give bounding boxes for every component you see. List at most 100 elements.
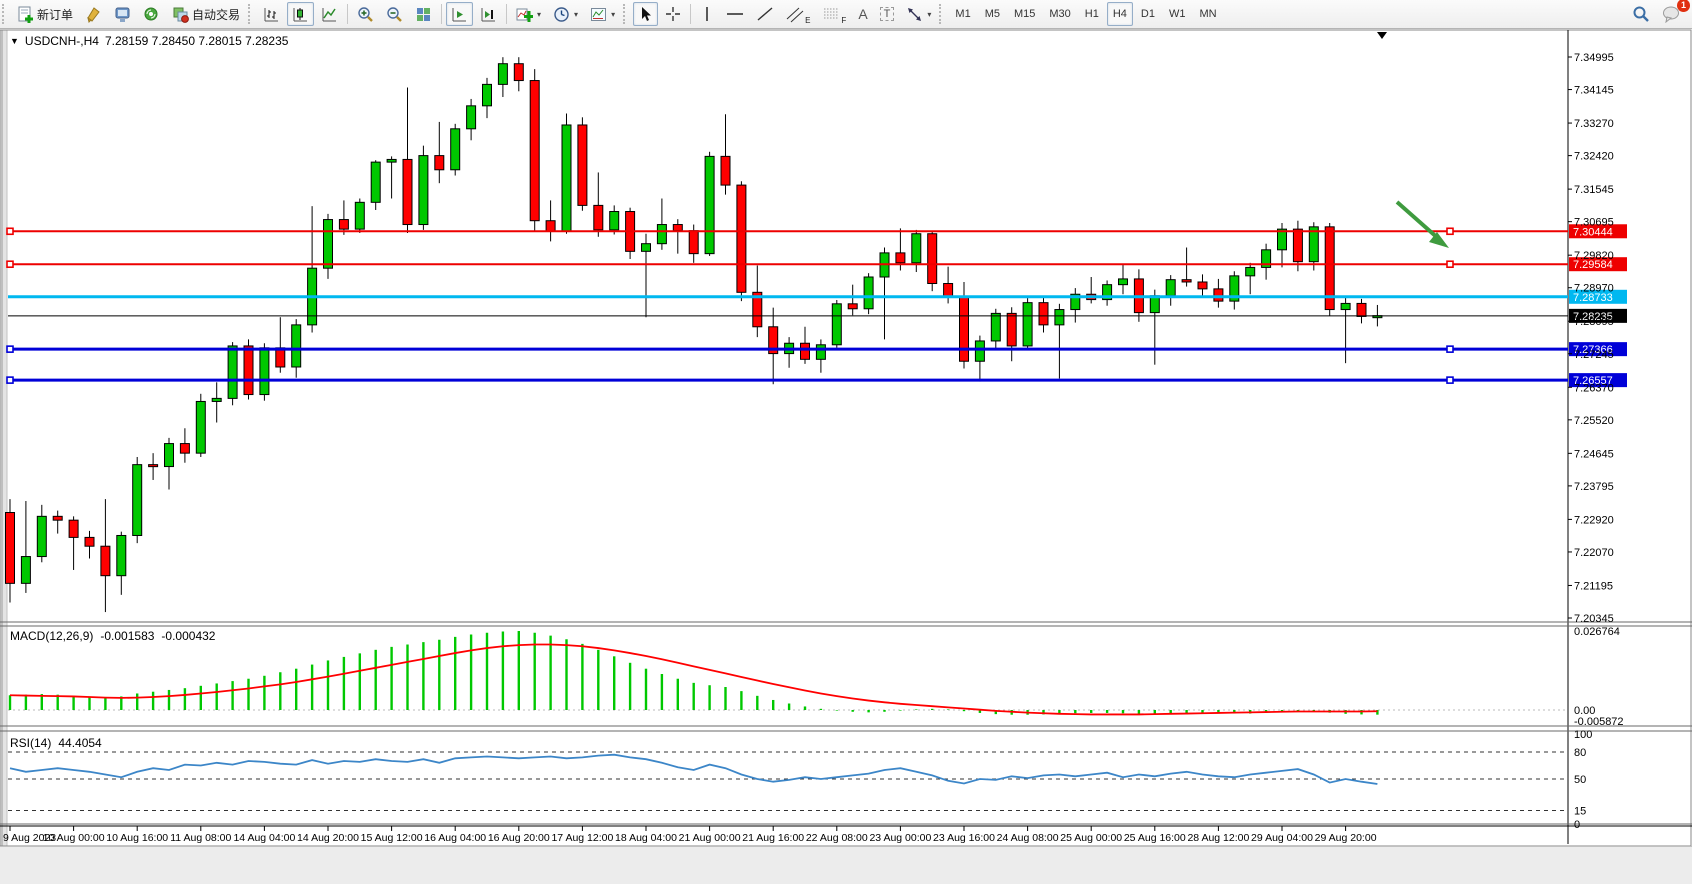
new-order-button[interactable]: 新订单	[12, 2, 78, 26]
time-tick-label: 11 Aug 08:00	[170, 832, 231, 844]
bid-price-tag	[1569, 308, 1627, 323]
price-axis[interactable]: 7.34995 7.34145 7.33270 7.32420 7.31545 7.306…	[1568, 52, 1614, 625]
chart-shift-button[interactable]	[475, 2, 502, 26]
candle-down	[1197, 281, 1208, 290]
price-tag	[1569, 342, 1627, 357]
price-tag-label: 7.30444	[1573, 226, 1613, 238]
time-tick-label: 23 Aug 00:00	[869, 832, 931, 844]
crosshair-button[interactable]	[660, 2, 686, 26]
line-anchor-handle[interactable]	[1446, 376, 1454, 384]
templates-button[interactable]: ▾	[585, 2, 620, 26]
line-chart-button[interactable]	[316, 2, 343, 26]
rsi-scale-label: 50	[1574, 774, 1586, 786]
dropdown-caret-icon: ▾	[927, 9, 932, 19]
search-icon	[1633, 6, 1649, 22]
channel-icon	[786, 7, 804, 22]
toolbar-grip[interactable]	[939, 4, 946, 24]
chart-canvas[interactable]: 7.30444 7.29584 7.28733 7.27366 7.26557 7.282…	[0, 28, 1692, 884]
periods-button[interactable]: ▾	[548, 2, 583, 26]
crosshair-icon	[666, 7, 681, 21]
price-tick-label: 7.27245	[1574, 349, 1614, 361]
tf-h4-button[interactable]: H4	[1106, 2, 1133, 26]
terminal-button[interactable]	[109, 2, 136, 26]
price-tag-label: 7.28733	[1573, 292, 1613, 304]
candle-up	[609, 211, 620, 231]
candle-down	[800, 342, 810, 360]
line-anchor-handle[interactable]	[6, 345, 14, 353]
arrows-button[interactable]: ▾	[901, 2, 936, 26]
candle-down	[1038, 302, 1049, 326]
tf-label: W1	[1168, 8, 1186, 20]
horizontal-line-objects: 7.30444 7.29584 7.28733 7.27366 7.26557	[6, 224, 1627, 388]
vertical-line-button[interactable]	[695, 2, 719, 26]
time-tick-label: 16 Aug 04:00	[424, 832, 486, 844]
candle-up	[195, 400, 206, 454]
auto-scroll-button[interactable]	[446, 2, 474, 26]
horizontal-line-button[interactable]	[721, 2, 749, 26]
candle-down	[5, 512, 15, 584]
arrow-annotation[interactable]	[1395, 200, 1449, 248]
price-tag-label: 7.27366	[1573, 344, 1613, 356]
toolbar-grip[interactable]	[248, 4, 255, 24]
styles-button[interactable]	[80, 2, 107, 26]
tf-m5-button[interactable]: M5	[979, 2, 1006, 26]
trendline-button[interactable]	[751, 2, 779, 26]
toolbar-grip[interactable]	[623, 4, 630, 24]
price-tick-label: 7.32420	[1574, 151, 1614, 163]
notifications-button[interactable]: 1	[1657, 0, 1690, 26]
line-anchor-handle[interactable]	[6, 376, 14, 384]
zoom-out-button[interactable]	[381, 2, 408, 26]
tile-windows-icon	[417, 7, 431, 21]
tf-m30-button[interactable]: M30	[1043, 2, 1076, 26]
macd-pane: 0.026764 0.00-0.005872	[8, 626, 1624, 728]
tf-m15-button[interactable]: M15	[1008, 2, 1041, 26]
toolbar-grip[interactable]	[2, 4, 9, 24]
line-anchor-handle[interactable]	[1446, 345, 1454, 353]
autotrade-button[interactable]: 自动交易	[167, 2, 245, 26]
chart-shift-marker-icon[interactable]	[1377, 32, 1387, 39]
tf-mn-button[interactable]: MN	[1193, 2, 1222, 26]
search-button[interactable]	[1627, 2, 1655, 26]
tf-label: M5	[984, 8, 1000, 20]
rsi-pane: 100 80 50 150	[8, 729, 1592, 831]
candle-down	[84, 536, 95, 547]
chart-symbol-period: USDCNH-,H4	[24, 34, 99, 48]
candlestick-chart-button[interactable]	[287, 2, 315, 26]
tf-h1-button[interactable]: H1	[1079, 2, 1105, 26]
candle-up	[1245, 266, 1256, 277]
candle-up	[20, 556, 31, 584]
bar-chart-button[interactable]	[258, 2, 285, 26]
price-tag	[1569, 289, 1627, 304]
line-anchor-handle[interactable]	[1446, 260, 1454, 269]
line-anchor-handle[interactable]	[6, 260, 14, 269]
zoom-in-button[interactable]	[352, 2, 379, 26]
candle-down	[1213, 288, 1224, 302]
candlestick-chart-icon	[293, 7, 308, 21]
macd-scale-label: 0.00	[1574, 705, 1595, 717]
candle-up	[482, 83, 492, 107]
candle-down	[959, 296, 969, 362]
collapse-triangle-icon[interactable]: ▼	[10, 36, 19, 46]
fibonacci-button[interactable]: F	[817, 2, 851, 26]
line-anchor-handle[interactable]	[1446, 227, 1454, 236]
candle-up	[1261, 249, 1272, 268]
dropdown-caret-icon: ▾	[537, 9, 542, 19]
tf-d1-button[interactable]: D1	[1135, 2, 1161, 26]
candle-up	[450, 128, 461, 171]
signals-button[interactable]	[138, 2, 165, 26]
tile-windows-button[interactable]	[410, 2, 437, 26]
price-tag-label: 7.26557	[1573, 375, 1613, 387]
text-button[interactable]: A	[853, 2, 872, 26]
text-label-button[interactable]: T	[875, 2, 900, 26]
tf-label: M1	[955, 8, 971, 20]
tf-w1-button[interactable]: W1	[1163, 2, 1192, 26]
price-tag	[1569, 224, 1627, 239]
cursor-button[interactable]	[633, 2, 659, 26]
clock-icon	[554, 6, 569, 22]
indicators-button[interactable]: ▾	[511, 2, 546, 26]
line-anchor-handle[interactable]	[6, 227, 14, 236]
tf-m1-button[interactable]: M1	[949, 2, 976, 26]
fibonacci-icon	[824, 8, 839, 18]
equidistant-channel-button[interactable]: E	[781, 2, 815, 26]
